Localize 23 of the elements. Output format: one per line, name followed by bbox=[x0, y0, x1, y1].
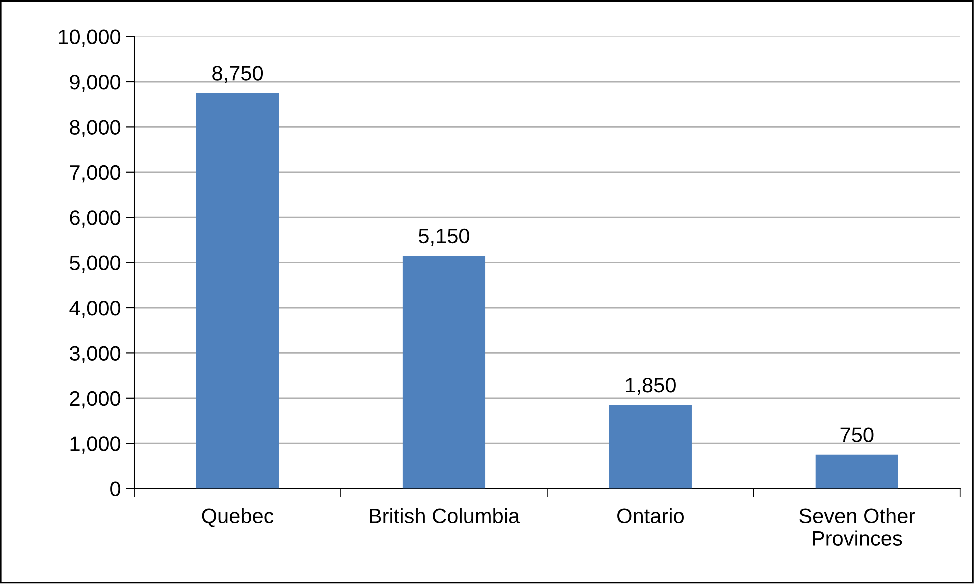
x-tick-label: Quebec bbox=[202, 508, 274, 528]
data-label: 8,750 bbox=[212, 66, 264, 84]
data-label: 1,850 bbox=[626, 378, 676, 396]
y-tick-label: 8,000 bbox=[70, 120, 121, 138]
y-tick-label: 5,000 bbox=[70, 256, 121, 274]
y-tick-label: 10,000 bbox=[59, 30, 121, 48]
y-tick-label: 2,000 bbox=[70, 391, 121, 409]
y-tick-label: 9,000 bbox=[70, 74, 121, 92]
bar bbox=[402, 256, 486, 489]
y-tick-label: 3,000 bbox=[70, 346, 121, 364]
bar bbox=[816, 454, 898, 489]
bar bbox=[196, 93, 280, 489]
y-tick-label: 4,000 bbox=[70, 301, 121, 318]
y-tick-label: 6,000 bbox=[70, 210, 121, 228]
y-tick-label: 1,000 bbox=[70, 436, 121, 454]
data-label: 750 bbox=[840, 428, 874, 442]
y-tick-label: 0 bbox=[110, 482, 121, 497]
data-label: 5,150 bbox=[419, 228, 470, 246]
y-tick-label: 7,000 bbox=[70, 165, 121, 183]
x-tick-label: British Columbia bbox=[370, 508, 520, 524]
x-tick-label: Ontario bbox=[618, 508, 684, 524]
bar bbox=[609, 405, 692, 489]
x-tick-label: Seven Other Provinces bbox=[800, 508, 916, 546]
